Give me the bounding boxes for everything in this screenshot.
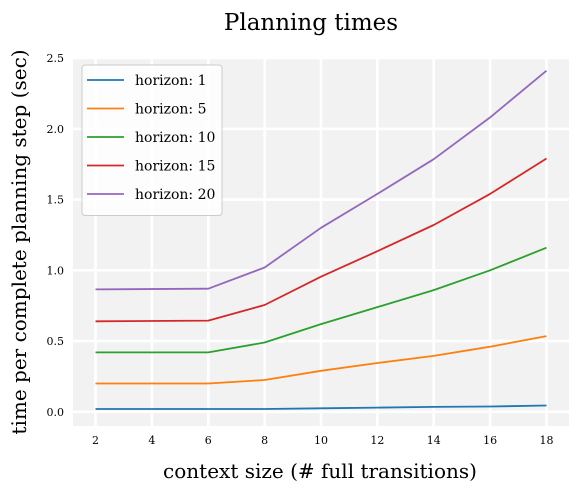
legend-box [81, 64, 223, 216]
legend-label: horizon: 5 [135, 102, 207, 118]
legend-label: horizon: 20 [135, 187, 215, 203]
legend-label: horizon: 10 [135, 130, 215, 146]
y-axis-title: time per complete planning step (sec) [7, 49, 31, 434]
legend-label: horizon: 15 [135, 159, 215, 175]
x-tick-label: 4 [148, 434, 155, 447]
legend-label: horizon: 1 [135, 73, 207, 89]
y-tick-label: 0.5 [47, 335, 65, 348]
x-tick-label: 6 [205, 434, 212, 447]
series-line [95, 157, 547, 323]
x-tick-label: 12 [370, 434, 384, 447]
x-tick-label: 18 [539, 434, 553, 447]
x-tick-label: 8 [261, 434, 268, 447]
y-tick-label: 0.0 [47, 406, 65, 419]
series-line [95, 404, 547, 410]
x-tick-labels: 2 4 6 8 10 12 14 16 18 [92, 434, 553, 447]
x-tick-label: 14 [427, 434, 441, 447]
x-tick-label: 16 [483, 434, 497, 447]
y-tick-label: 1.0 [47, 264, 65, 277]
x-tick-label: 10 [314, 434, 328, 447]
y-tick-label: 2.5 [47, 52, 65, 65]
chart-title: Planning times [224, 10, 398, 36]
series-line [95, 335, 547, 385]
x-tick-label: 2 [92, 434, 99, 447]
y-tick-label: 1.5 [47, 194, 65, 207]
series-layer [95, 70, 548, 410]
legend: horizon: 1 horizon: 5 horizon: 10 horizon: … [81, 64, 223, 216]
series-line [95, 70, 548, 291]
y-tick-label: 2.0 [47, 123, 65, 136]
x-axis-title: context size (# full transitions) [163, 459, 477, 483]
series-line [95, 246, 547, 354]
y-tick-labels: 0.0 0.5 1.0 1.5 2.0 2.5 [47, 52, 65, 419]
